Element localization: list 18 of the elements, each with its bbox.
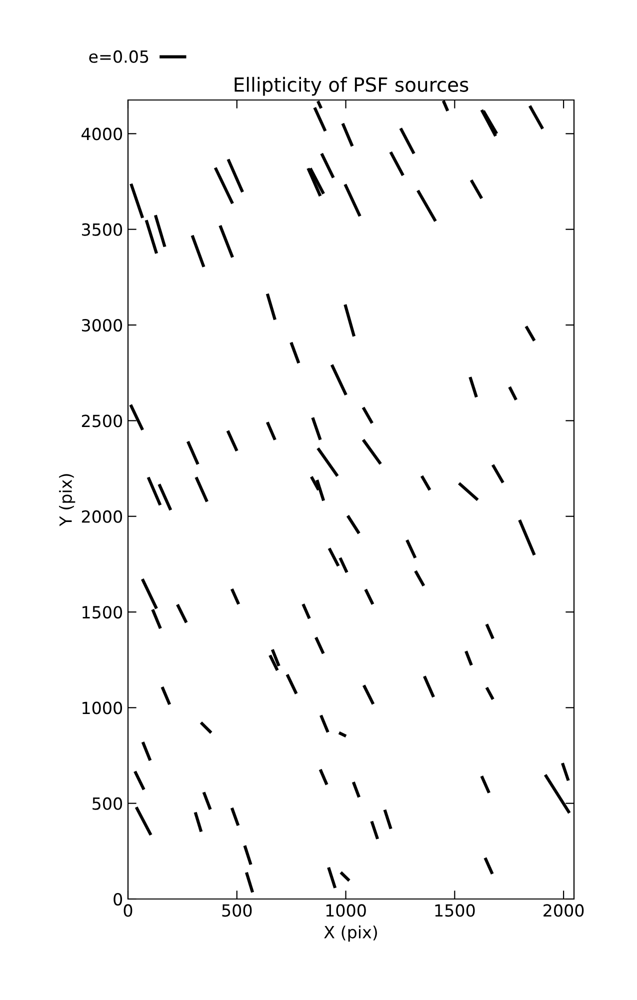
y-tick-label: 4000 [82,128,122,140]
x-tick-label: 1000 [326,904,366,917]
y-tick-label: 3000 [82,318,122,332]
chart-title: Ellipticity of PSF sources [234,76,468,96]
y-tick-label: 2000 [82,510,122,523]
y-tick-label: 2500 [82,414,122,428]
x-tick-label: 2000 [544,904,584,917]
legend-label: e=0.05 [89,50,148,63]
y-tick-label: 500 [92,797,122,810]
x-tick-label: 500 [222,904,252,917]
y-tick-label: 0 [114,892,122,906]
x-axis-title: X (pix) [324,926,377,942]
y-tick-label: 1000 [82,702,122,714]
x-tick-label: 1500 [435,904,475,917]
x-tick-label: 0 [124,904,132,917]
y-tick-label: 1500 [82,606,122,619]
y-tick-label: 3500 [82,223,122,236]
y-axis-title: Y (pix) [59,474,76,526]
